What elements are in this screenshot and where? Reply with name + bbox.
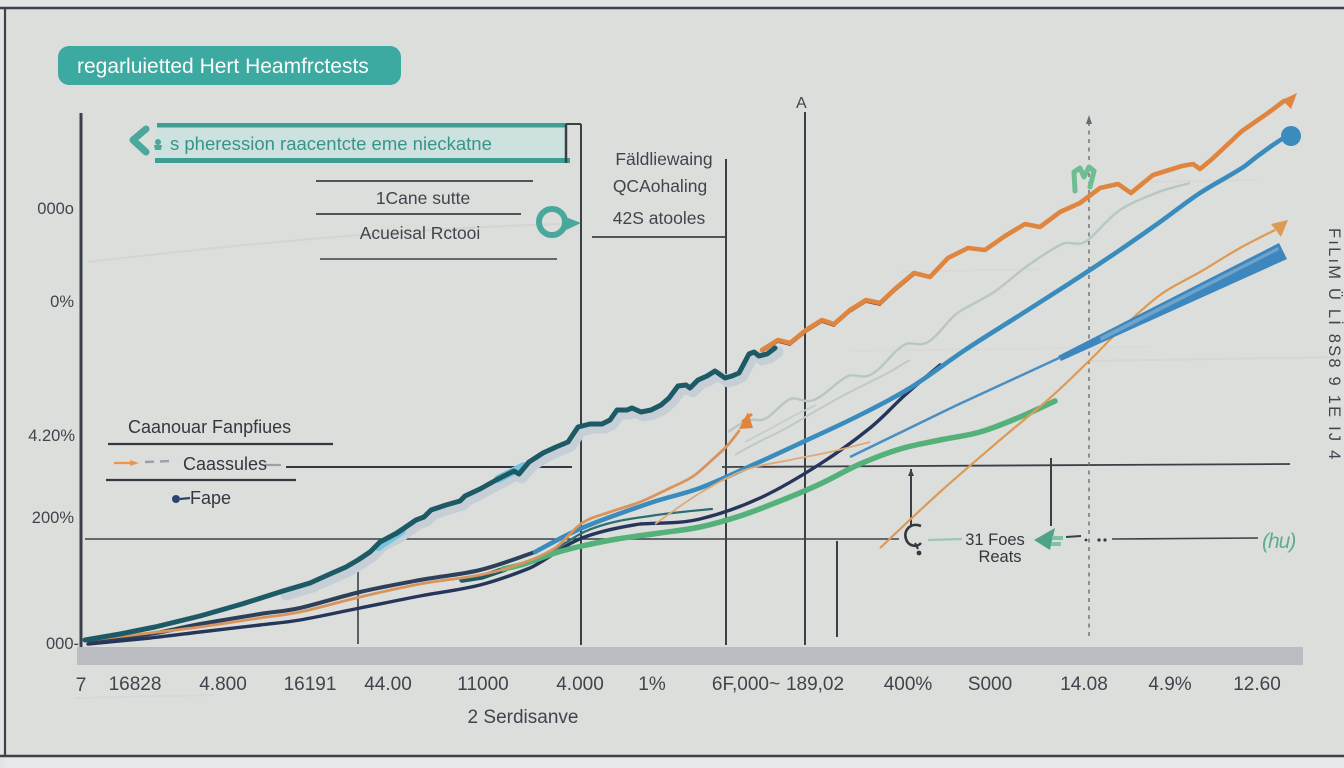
svg-text:189,02: 189,02 <box>786 674 844 695</box>
svg-text:S000: S000 <box>968 674 1012 695</box>
svg-text:A: A <box>796 95 807 112</box>
svg-text:200%: 200% <box>32 509 75 527</box>
svg-text:12.60: 12.60 <box>1233 674 1281 695</box>
svg-text:FıLıM Ü Lİ 8S8 9 1E IJ 4: FıLıM Ü Lİ 8S8 9 1E IJ 4 <box>1325 228 1344 461</box>
svg-text:4.9%: 4.9% <box>1148 674 1191 695</box>
svg-text:16191: 16191 <box>284 674 337 695</box>
svg-text:Fäldliewaing: Fäldliewaing <box>615 149 712 169</box>
svg-text:QCAohaling: QCAohaling <box>613 176 707 196</box>
svg-text:2 Serdisanve: 2 Serdisanve <box>468 707 579 728</box>
svg-text:16828: 16828 <box>109 674 162 695</box>
svg-text:Caanouar Fanpfiues: Caanouar Fanpfiues <box>128 417 291 437</box>
svg-text:Caassules: Caassules <box>183 454 267 474</box>
svg-text:0%: 0% <box>50 293 74 311</box>
svg-text:Acueisal Rctooi: Acueisal Rctooi <box>360 223 481 243</box>
svg-text:4.000: 4.000 <box>556 674 604 695</box>
svg-text:6F,000~: 6F,000~ <box>712 674 780 695</box>
svg-text:regarluietted Hert Heamfrctest: regarluietted Hert Heamfrctests <box>77 55 369 78</box>
svg-text:31 Foes: 31 Foes <box>965 531 1025 549</box>
svg-text:42S atooles: 42S atooles <box>613 208 706 228</box>
svg-text:000o: 000o <box>37 200 74 218</box>
svg-text:4.20%: 4.20% <box>28 427 75 445</box>
svg-text:(hu): (hu) <box>1262 530 1295 553</box>
svg-text:14.08: 14.08 <box>1060 674 1108 695</box>
svg-text:1Cane sutte: 1Cane sutte <box>376 188 470 208</box>
svg-text:Fape: Fape <box>190 488 231 508</box>
svg-text:4.800: 4.800 <box>199 674 247 695</box>
svg-text:7: 7 <box>76 675 87 696</box>
svg-text:1%: 1% <box>638 674 666 695</box>
svg-text:44.00: 44.00 <box>364 674 412 695</box>
svg-text:400%: 400% <box>884 674 933 695</box>
svg-text:11000: 11000 <box>457 674 508 695</box>
svg-text:Reats: Reats <box>978 548 1021 566</box>
svg-text:000-: 000- <box>46 635 79 653</box>
svg-text:s pheression raacentcte eme ni: s pheression raacentcte eme nieckatne <box>170 133 492 154</box>
